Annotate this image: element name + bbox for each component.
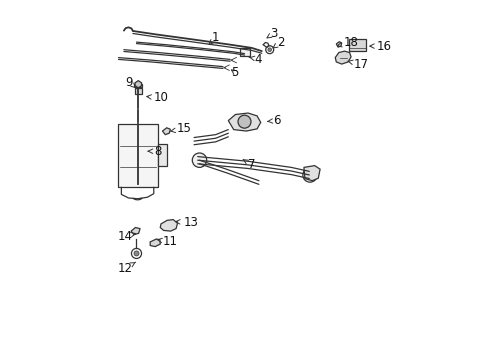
Text: 14: 14 — [117, 230, 135, 243]
Text: 15: 15 — [170, 122, 191, 135]
Polygon shape — [335, 51, 350, 64]
Circle shape — [134, 251, 139, 256]
Polygon shape — [162, 128, 170, 135]
Text: 3: 3 — [266, 27, 277, 40]
Text: 6: 6 — [267, 114, 280, 127]
Text: 9: 9 — [125, 76, 136, 89]
Text: 4: 4 — [248, 53, 262, 66]
Circle shape — [302, 168, 317, 182]
Polygon shape — [131, 228, 140, 235]
Text: 5: 5 — [230, 66, 238, 78]
Text: 8: 8 — [148, 145, 161, 158]
Polygon shape — [336, 42, 341, 47]
Bar — [348, 39, 366, 51]
Polygon shape — [160, 220, 177, 231]
Polygon shape — [228, 113, 260, 131]
Bar — [118, 124, 158, 187]
Bar — [134, 88, 142, 94]
Text: 13: 13 — [175, 216, 198, 229]
Text: 7: 7 — [243, 158, 255, 171]
Polygon shape — [135, 81, 141, 88]
Circle shape — [267, 48, 271, 51]
Bar — [134, 84, 142, 87]
Polygon shape — [150, 239, 160, 247]
Text: 18: 18 — [337, 36, 358, 49]
Text: 17: 17 — [347, 58, 367, 71]
Polygon shape — [303, 166, 320, 181]
Text: 16: 16 — [369, 40, 391, 53]
Circle shape — [192, 153, 206, 167]
Text: 12: 12 — [118, 262, 135, 275]
Text: 1: 1 — [209, 31, 219, 44]
Text: 10: 10 — [146, 91, 168, 104]
Circle shape — [238, 115, 250, 128]
Text: 2: 2 — [272, 36, 284, 49]
Bar — [158, 144, 167, 166]
Text: 11: 11 — [157, 235, 177, 248]
Bar — [240, 48, 250, 56]
